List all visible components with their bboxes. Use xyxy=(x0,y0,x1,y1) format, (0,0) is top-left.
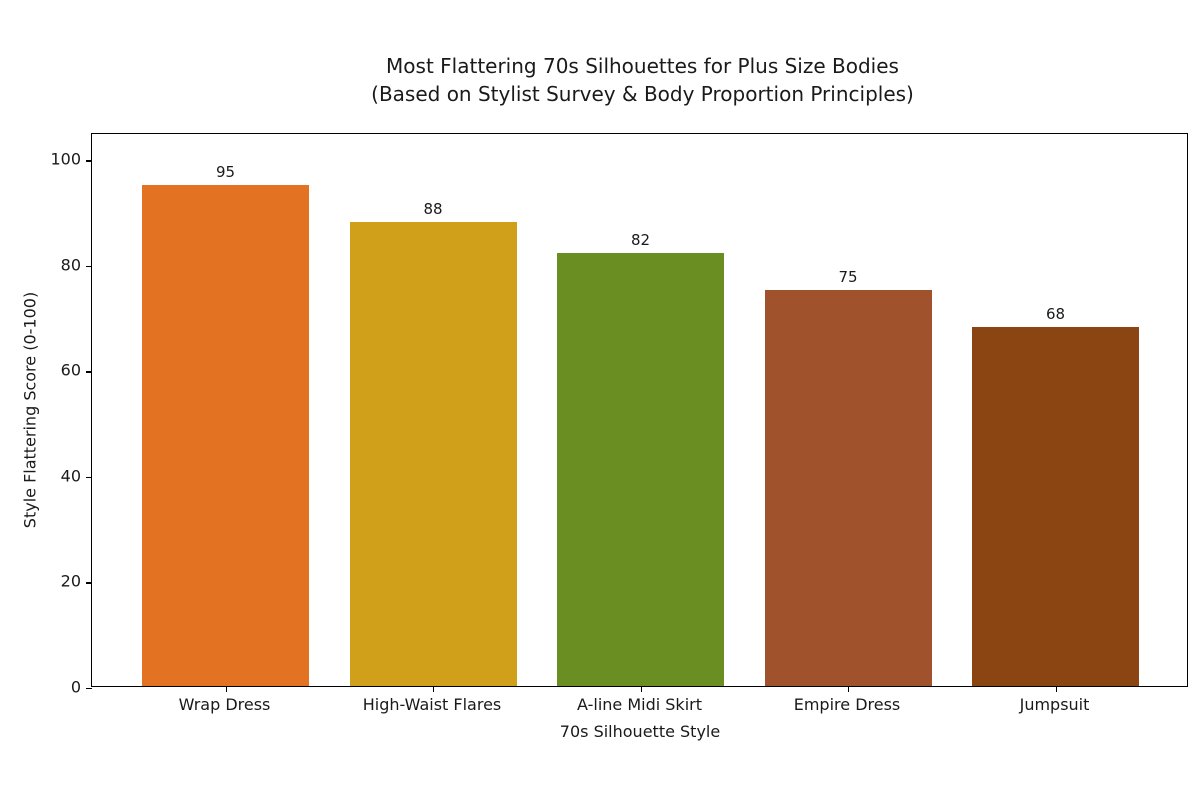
bar-value-label: 68 xyxy=(1045,305,1066,324)
bar-value-label: 95 xyxy=(215,162,236,181)
bar-empire-dress xyxy=(764,290,932,686)
chart-subtitle: (Based on Stylist Survey & Body Proporti… xyxy=(371,82,914,106)
bar-a-line-midi-skirt xyxy=(557,253,724,686)
chart-title: Most Flattering 70s Silhouettes for Plus… xyxy=(0,52,1200,108)
bar-jumpsuit xyxy=(972,327,1139,686)
y-tick-label: 80 xyxy=(60,255,81,275)
y-tick xyxy=(86,160,92,162)
x-tick-label: A-line Midi Skirt xyxy=(577,695,702,714)
y-tick-label: 100 xyxy=(50,149,81,169)
bar-wrap-dress xyxy=(142,184,309,686)
y-tick-label: 0 xyxy=(70,677,81,697)
x-tick xyxy=(1055,686,1057,692)
y-tick xyxy=(86,265,92,268)
bar-value-label: 75 xyxy=(838,268,858,287)
y-tick-label: 20 xyxy=(60,571,81,591)
x-tick xyxy=(433,686,435,692)
y-tick xyxy=(86,476,92,479)
y-tick xyxy=(86,371,92,373)
x-tick xyxy=(225,686,227,692)
y-tick xyxy=(86,582,92,584)
x-tick-label: Wrap Dress xyxy=(178,695,271,714)
x-axis-label: 70s Silhouette Style xyxy=(559,722,721,741)
y-axis-label: Style Flattering Score (0-100) xyxy=(20,291,40,529)
bar-value-label: 82 xyxy=(630,231,651,250)
bar-value-label: 88 xyxy=(423,199,443,218)
chart-title-main: Most Flattering 70s Silhouettes for Plus… xyxy=(386,54,899,78)
y-tick xyxy=(86,688,92,690)
x-tick xyxy=(640,686,642,692)
plot-area: 95 88 82 75 68 xyxy=(86,133,1188,692)
bar-high-waist-flares xyxy=(349,221,517,686)
x-tick-label: Jumpsuit xyxy=(1019,695,1090,714)
y-tick-label: 60 xyxy=(60,360,81,380)
x-tick xyxy=(848,686,850,692)
y-tick-label: 40 xyxy=(60,466,81,486)
x-tick-label: High-Waist Flares xyxy=(362,695,502,714)
x-tick-label: Empire Dress xyxy=(793,695,901,714)
